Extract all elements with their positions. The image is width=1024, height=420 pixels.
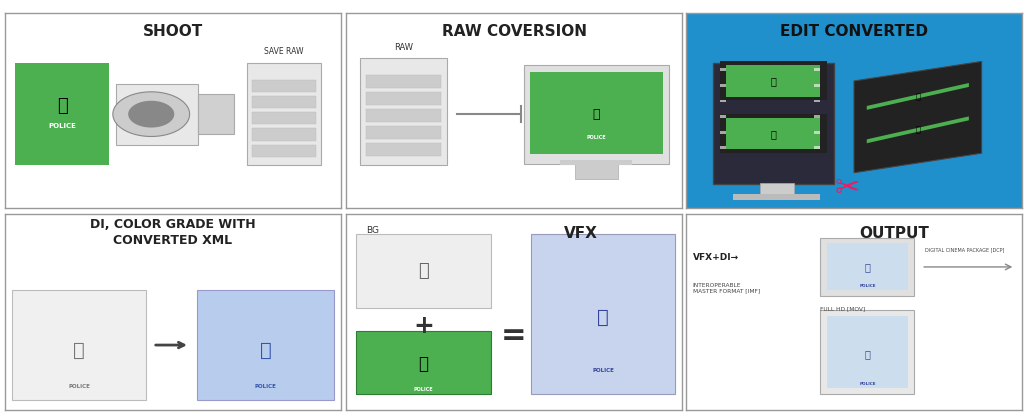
Text: EDIT CONVERTED: EDIT CONVERTED [780, 24, 928, 39]
Bar [814, 147, 820, 149]
Bar [356, 234, 490, 308]
Text: VFX: VFX [564, 226, 598, 241]
Text: RAW COVERSION: RAW COVERSION [441, 24, 587, 39]
Bar [252, 144, 315, 157]
Text: 🚗: 🚗 [597, 308, 609, 327]
Bar [574, 163, 618, 178]
Bar [199, 94, 233, 134]
Bar [814, 100, 820, 102]
Text: POLICE: POLICE [255, 383, 276, 389]
Bar [366, 144, 440, 156]
Polygon shape [854, 61, 982, 173]
Text: POLICE: POLICE [592, 368, 614, 373]
Text: OUTPUT: OUTPUT [859, 226, 929, 241]
Bar [726, 118, 820, 149]
Polygon shape [128, 101, 174, 128]
Text: 🚗: 🚗 [419, 354, 428, 373]
Bar [720, 84, 726, 87]
Text: DIGITAL CINEMA PACKAGE [DCP]: DIGITAL CINEMA PACKAGE [DCP] [925, 247, 1004, 252]
Text: POLICE: POLICE [859, 284, 876, 289]
Bar [720, 114, 827, 153]
Bar [366, 109, 440, 122]
Bar [356, 331, 490, 394]
Text: 🚗: 🚗 [770, 76, 776, 86]
Bar [524, 65, 669, 164]
Text: VFX+DI→: VFX+DI→ [693, 253, 739, 262]
Bar [560, 160, 633, 165]
Bar [720, 147, 726, 149]
Text: POLICE: POLICE [859, 382, 876, 386]
Text: POLICE: POLICE [414, 388, 433, 392]
Bar [529, 72, 663, 155]
Text: +: + [413, 313, 434, 338]
Text: POLICE: POLICE [68, 383, 90, 389]
Bar [814, 84, 820, 87]
Bar [720, 131, 726, 134]
Text: SHOOT: SHOOT [143, 24, 203, 39]
Text: RAW: RAW [393, 43, 413, 52]
Bar [12, 290, 146, 400]
Bar [366, 126, 440, 139]
Bar [827, 316, 907, 388]
Text: 🚗: 🚗 [864, 262, 870, 272]
Bar [827, 244, 907, 290]
Bar [252, 129, 315, 141]
Bar [359, 58, 446, 165]
Text: SAVE RAW: SAVE RAW [264, 47, 304, 55]
Bar [197, 290, 334, 400]
Polygon shape [113, 92, 189, 136]
Text: 🚗: 🚗 [73, 341, 85, 360]
Text: 🚗: 🚗 [259, 341, 271, 360]
Bar [820, 238, 914, 296]
Bar [720, 68, 726, 71]
Bar [252, 96, 315, 108]
Bar [814, 68, 820, 71]
Bar [820, 310, 914, 394]
Bar [713, 63, 834, 184]
Bar [252, 112, 315, 124]
Text: 🚗: 🚗 [915, 92, 921, 101]
Text: INTEROPERABLE
MASTER FORMAT [IMF]: INTEROPERABLE MASTER FORMAT [IMF] [693, 283, 760, 294]
Bar [814, 131, 820, 134]
Text: DI, COLOR GRADE WITH
CONVERTED XML: DI, COLOR GRADE WITH CONVERTED XML [90, 218, 256, 247]
Bar [733, 194, 820, 200]
Text: BG: BG [367, 226, 379, 235]
Text: POLICE: POLICE [587, 135, 606, 140]
Text: POLICE: POLICE [48, 123, 76, 129]
Bar [247, 63, 321, 165]
Polygon shape [866, 116, 969, 143]
Bar [760, 183, 794, 198]
Text: 🚗: 🚗 [915, 125, 921, 134]
Polygon shape [866, 83, 969, 110]
Text: 🚗: 🚗 [57, 97, 68, 116]
Bar [15, 63, 110, 165]
Bar [720, 61, 827, 100]
Bar [726, 66, 820, 97]
Bar [116, 84, 199, 144]
Bar [530, 234, 675, 394]
Text: 🚗: 🚗 [864, 349, 870, 359]
Text: 🚗: 🚗 [770, 129, 776, 139]
Bar [366, 92, 440, 105]
Text: ✂: ✂ [835, 174, 860, 203]
Bar [252, 80, 315, 92]
Bar [366, 75, 440, 88]
Text: FULL HD [MOV]: FULL HD [MOV] [820, 306, 865, 311]
Text: =: = [501, 321, 527, 350]
Text: 🏠: 🏠 [418, 262, 429, 280]
Bar [720, 115, 726, 118]
Bar [720, 100, 726, 102]
Bar [814, 115, 820, 118]
Text: 🚗: 🚗 [593, 108, 600, 121]
